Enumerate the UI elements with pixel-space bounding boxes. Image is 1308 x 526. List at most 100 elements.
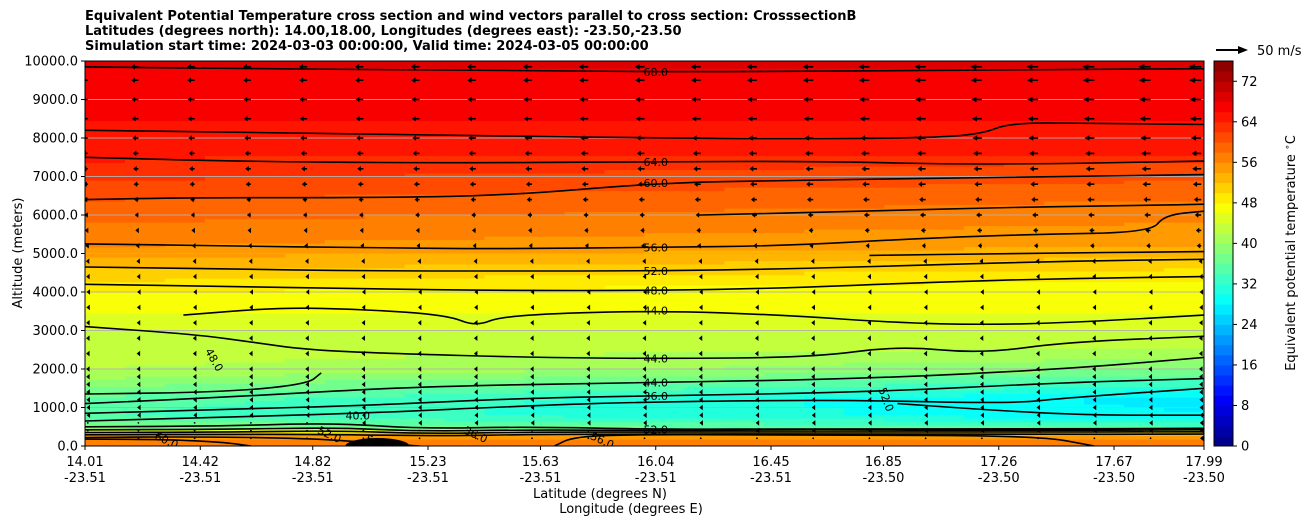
field-cell [964,351,1005,356]
field-cell [1084,218,1125,223]
field-cell [164,379,206,384]
wind-vector-head [916,135,922,141]
field-cell [924,239,965,244]
field-cell [604,197,646,202]
wind-vector [249,437,252,440]
field-cell [604,295,646,300]
wind-vector-head [136,366,141,372]
contour-label: 44.0 [643,376,668,389]
field-cell [1044,250,1085,255]
field-cell [1124,208,1165,213]
field-cell [1084,236,1125,241]
field-cell [364,197,406,202]
field-cell [724,421,765,426]
field-cell [1164,187,1204,192]
field-cell [1164,379,1204,384]
field-cell [244,358,286,363]
wind-vector-head [192,320,197,326]
field-cell [444,117,486,122]
field-cell [924,169,965,174]
field-cell [85,327,126,332]
field-cell [124,271,166,276]
field-cell [1044,309,1085,314]
field-cell [244,288,286,293]
field-cell [564,330,606,335]
field-cell [1044,61,1085,66]
field-cell [684,215,726,220]
field-cell [404,421,446,426]
wind-vector [474,437,477,440]
field-cell [1124,278,1165,283]
wind-vector-head [807,196,811,203]
wind-vector-head [474,412,478,418]
field-cell [284,92,326,97]
field-cell [444,393,486,398]
field-cell [484,138,526,143]
field-cell [804,141,845,146]
field-cell [804,145,845,150]
field-cell [1164,169,1204,174]
wind-vector-head [811,404,816,411]
field-cell [604,365,646,370]
field-cell [1004,145,1045,150]
field-cell [964,187,1005,192]
field-cell [644,404,686,409]
field-cell [1044,246,1085,251]
field-cell [1164,89,1204,94]
wind-vector-head [249,289,254,295]
field-cell [964,190,1005,195]
colorbar-frame [1213,60,1234,447]
wind-vector-head [86,335,90,341]
wind-vector-head [136,335,141,341]
field-cell [1084,152,1125,157]
field-cell [324,379,366,384]
field-cell [644,78,686,83]
field-cell [964,267,1005,272]
field-cell [1044,400,1085,405]
field-cell [924,351,965,356]
colorbar-band [1214,81,1233,92]
wind-vector-head [1148,397,1153,403]
field-cell [964,64,1005,69]
field-cell [444,96,486,101]
field-cell [644,323,686,328]
field-cell [1044,162,1085,167]
field-cell [85,278,126,283]
field-cell [844,232,885,237]
field-cell [804,246,845,251]
field-cell [1004,439,1045,444]
field-cell [564,127,606,132]
field-cell [364,281,406,286]
wind-vector-head [748,135,753,141]
field-cell [244,117,286,122]
field-cell [204,183,246,188]
field-cell [484,208,526,213]
field-cell [284,159,326,164]
field-cell [964,131,1005,136]
field-cell [804,414,845,419]
colorbar-band [1214,324,1233,336]
field-cell [884,421,925,426]
wind-vector-head [1199,412,1204,418]
field-cell [924,155,965,160]
field-cell [364,99,406,104]
colorbar-band [1214,294,1233,305]
field-cell [844,362,885,367]
wind-vector-head [642,373,647,380]
wind-vector-head [85,243,89,249]
field-cell [844,411,885,416]
field-cell [844,281,885,286]
field-cell [364,292,406,297]
field-cell [1044,442,1085,446]
wind-vector-head [811,412,816,418]
field-cell [1084,302,1125,307]
field-cell [644,334,686,339]
field-cell [724,187,765,192]
field-cell [284,162,326,167]
field-cell [764,327,805,332]
field-cell [644,117,686,122]
field-cell [204,124,246,129]
field-cell [684,362,726,367]
field-cell [924,89,965,94]
field-cell [1164,152,1204,157]
